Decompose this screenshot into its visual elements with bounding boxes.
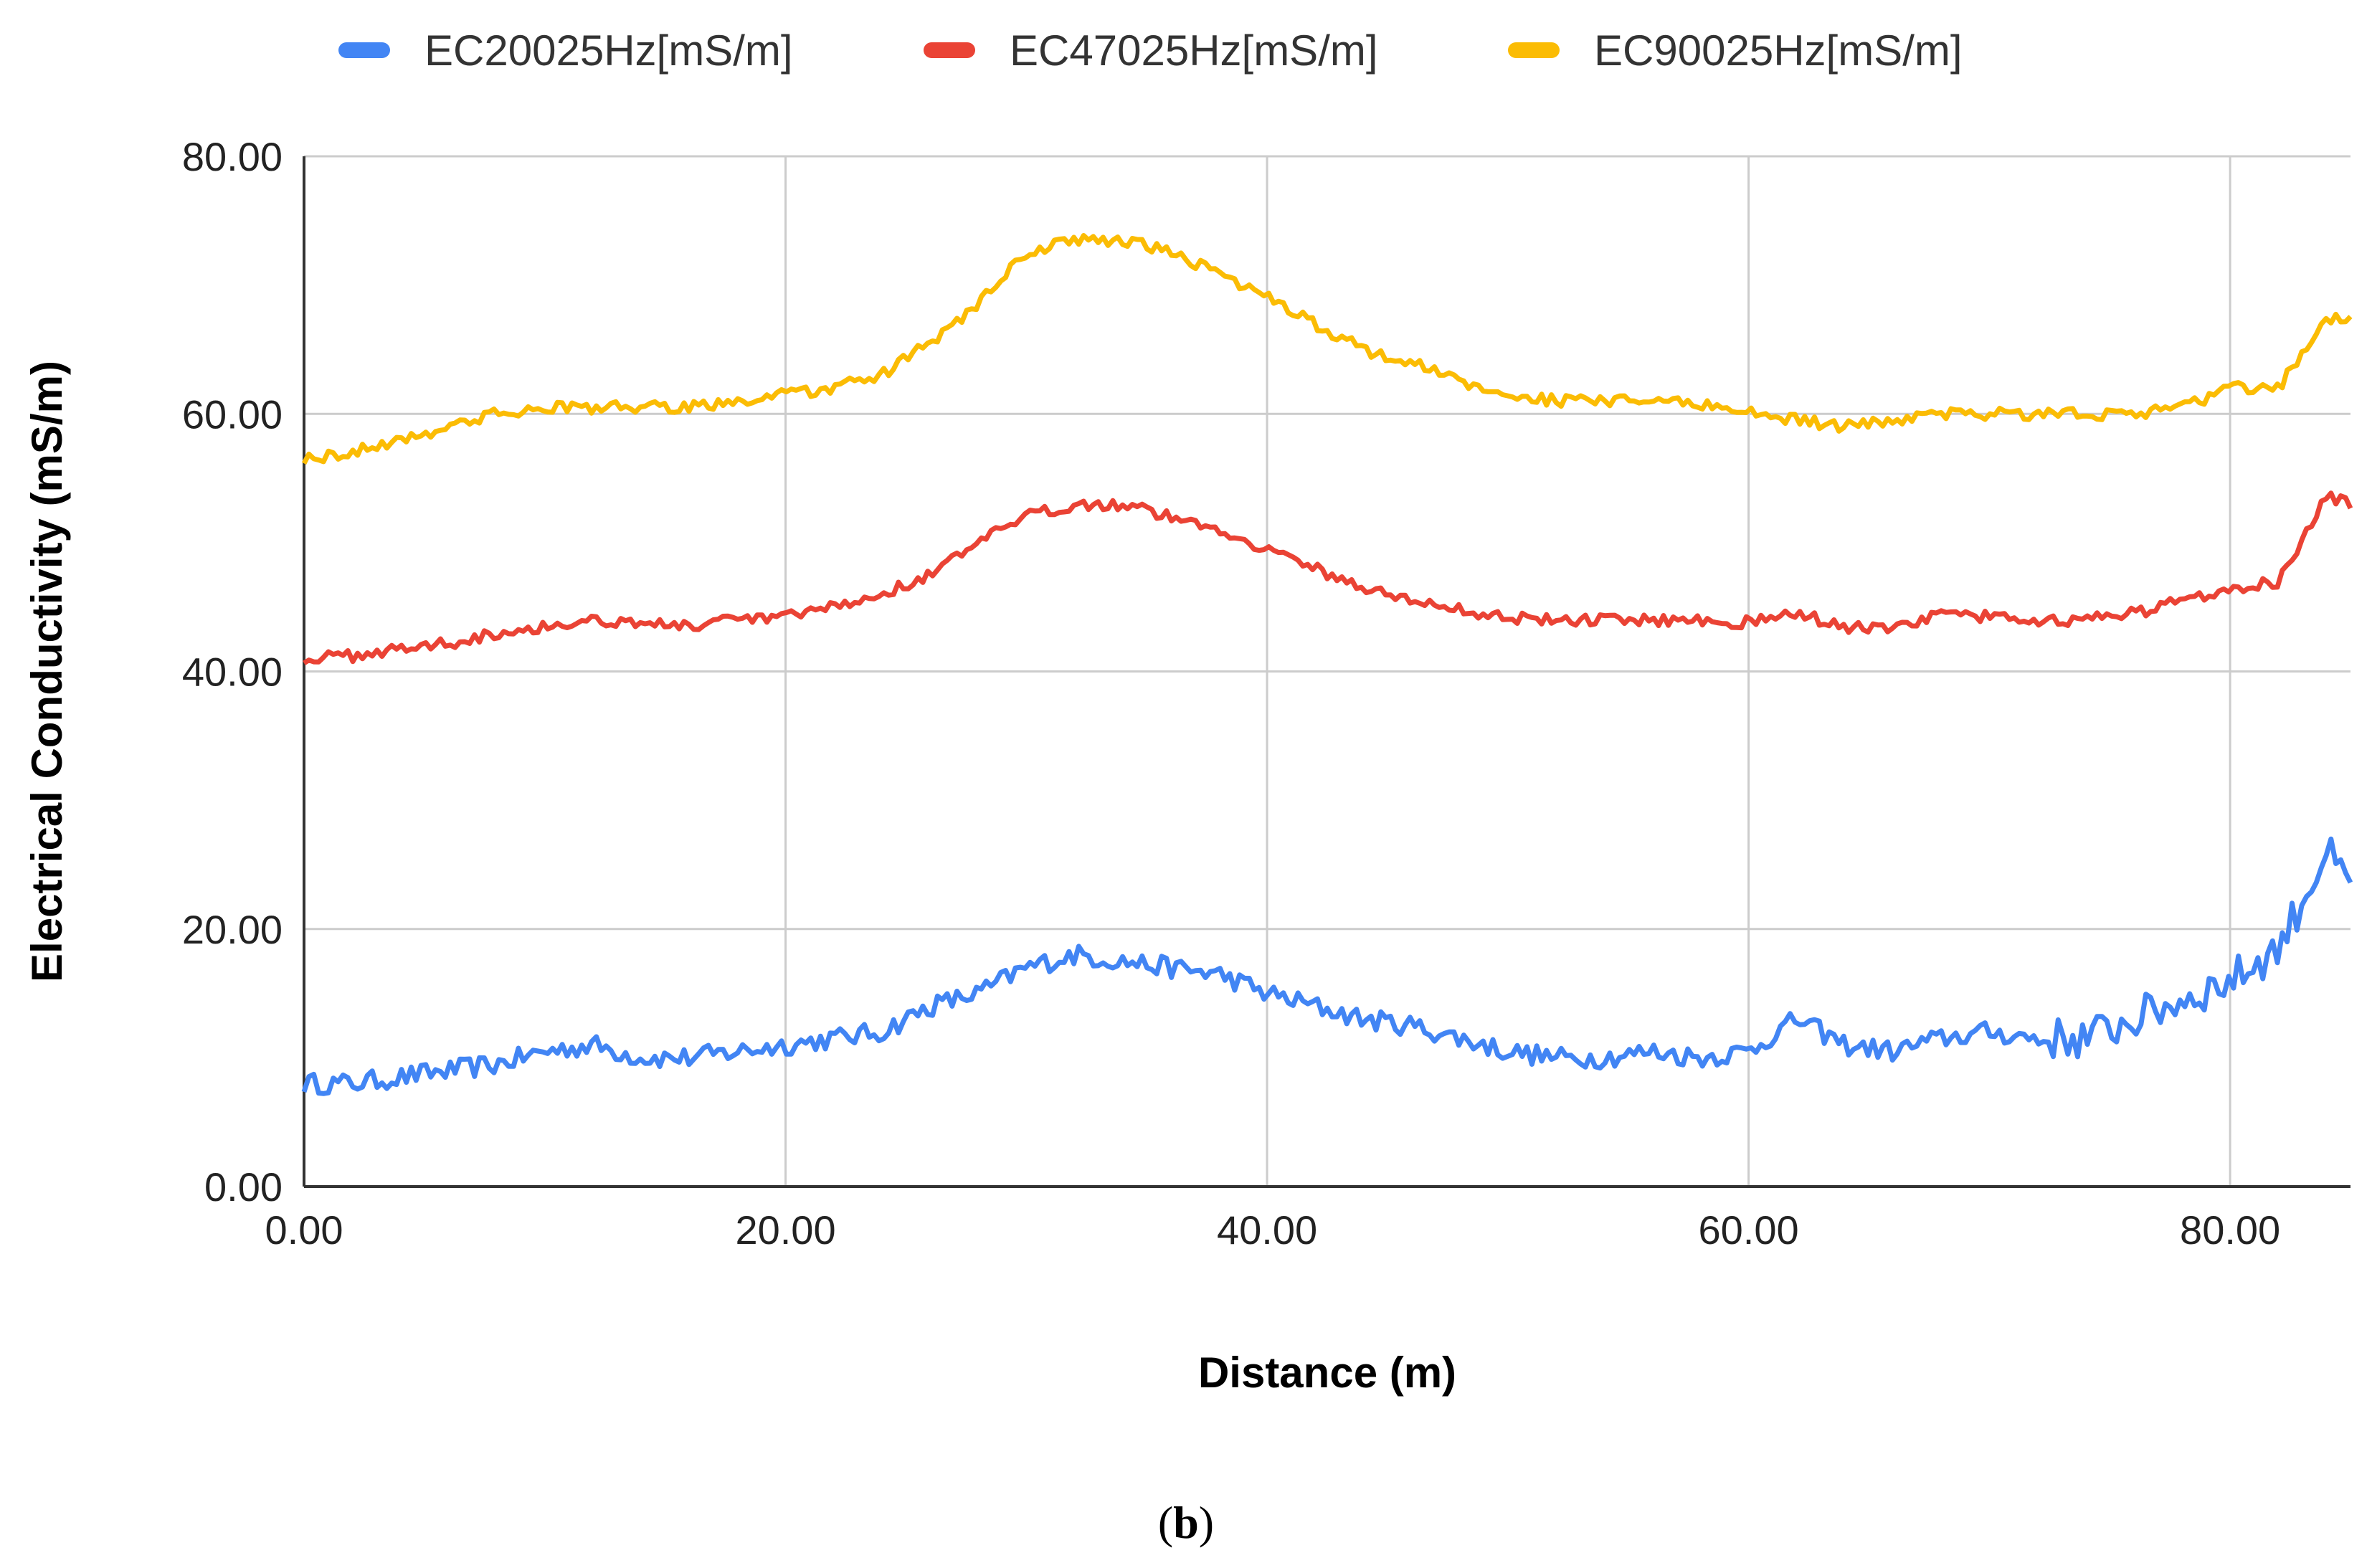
series-line-3: [301, 233, 2353, 465]
x-tick-label: 80.00: [2180, 1207, 2280, 1253]
caption-open-paren: (: [1158, 1497, 1173, 1548]
caption-letter: b: [1173, 1497, 1199, 1548]
series-line-2: [303, 490, 2353, 665]
x-tick-label: 20.00: [735, 1207, 835, 1253]
legend-swatch-1: [338, 42, 390, 58]
y-tick-label: 0.00: [204, 1164, 283, 1210]
y-tick-label: 60.00: [182, 391, 283, 437]
y-axis-title: Electrical Conductivity (mS/m): [23, 361, 71, 982]
y-tick-label: 80.00: [182, 134, 283, 179]
legend: EC20025Hz[mS/m] EC47025Hz[mS/m] EC90025Hz[…: [338, 27, 1963, 75]
legend-label-2: EC47025Hz[mS/m]: [1010, 27, 1378, 75]
legend-label-3: EC90025Hz[mS/m]: [1594, 27, 1963, 75]
legend-swatch-3: [1508, 42, 1560, 58]
x-tick-label: 60.00: [1699, 1207, 1799, 1253]
axes: 0.00 20.00 40.00 60.00 80.00 0.00 20.00 40.00 60…: [182, 134, 2350, 1253]
caption-close-paren: ): [1199, 1497, 1214, 1548]
grid-lines: [304, 155, 2350, 1187]
series-lines: [301, 233, 2353, 1096]
legend-label-1: EC20025Hz[mS/m]: [424, 27, 793, 75]
series-line-1: [301, 836, 2353, 1096]
figure-caption: (b): [1158, 1497, 1214, 1548]
legend-swatch-2: [924, 42, 975, 58]
y-tick-label: 40.00: [182, 650, 283, 695]
x-tick-label: 0.00: [265, 1207, 343, 1253]
x-tick-label: 40.00: [1217, 1207, 1317, 1253]
y-tick-label: 20.00: [182, 907, 283, 952]
x-axis-title: Distance (m): [1198, 1349, 1456, 1397]
